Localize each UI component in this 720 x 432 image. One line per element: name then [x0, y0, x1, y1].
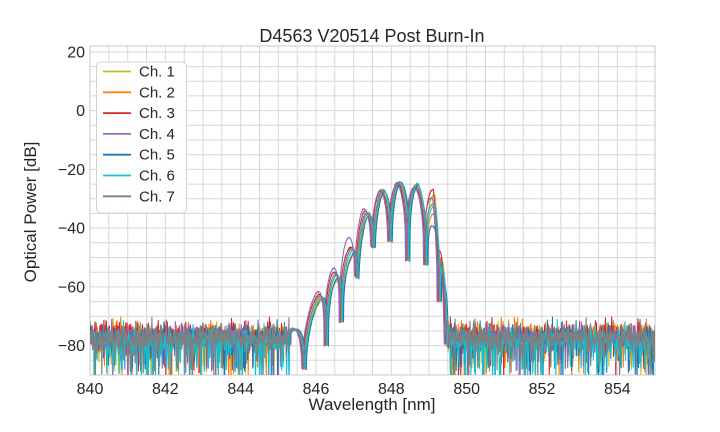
trace-ch-7 — [90, 182, 655, 375]
x-tick-label: 852 — [529, 381, 556, 398]
y-tick-label: −20 — [58, 162, 85, 179]
legend-label: Ch. 1 — [139, 64, 175, 81]
axis-ticks: 840 842 844 846 848 850 852 854 20 0 −20 −40 −60 −80 — [58, 44, 631, 398]
legend-entry: Ch. 4 — [103, 126, 175, 143]
x-tick-label: 840 — [77, 381, 104, 398]
legend-label: Ch. 5 — [139, 147, 175, 164]
x-tick-label: 846 — [303, 381, 330, 398]
legend-entry: Ch. 2 — [103, 84, 175, 101]
plot-area — [89, 45, 656, 376]
x-tick-label: 844 — [227, 381, 254, 398]
y-axis-label: Optical Power [dB] — [21, 142, 40, 283]
x-tick-label: 854 — [604, 381, 631, 398]
x-tick-label: 850 — [453, 381, 480, 398]
legend-entry: Ch. 3 — [103, 105, 175, 122]
legend-entry: Ch. 5 — [103, 147, 175, 164]
y-tick-label: −80 — [58, 338, 85, 355]
x-tick-label: 848 — [378, 381, 405, 398]
legend-label: Ch. 3 — [139, 105, 175, 122]
legend-entry: Ch. 6 — [103, 168, 175, 185]
legend-entry: Ch. 1 — [103, 64, 175, 81]
legend: Ch. 1 Ch. 2 Ch. 3 Ch. 4 Ch. 5 Ch. 6 Ch. 7 — [96, 61, 187, 214]
y-tick-label: 0 — [76, 103, 85, 120]
chart-title: D4563 V20514 Post Burn-In — [259, 26, 484, 46]
legend-label: Ch. 6 — [139, 168, 175, 185]
series-traces — [90, 180, 655, 375]
legend-label: Ch. 4 — [139, 126, 175, 143]
x-tick-label: 842 — [152, 381, 179, 398]
legend-label: Ch. 7 — [139, 188, 175, 205]
x-axis-label: Wavelength [nm] — [309, 395, 436, 414]
legend-entry: Ch. 7 — [103, 188, 175, 205]
y-tick-label: −40 — [58, 221, 85, 238]
y-tick-label: −60 — [58, 279, 85, 296]
legend-label: Ch. 2 — [139, 84, 175, 101]
y-tick-label: 20 — [67, 44, 85, 61]
